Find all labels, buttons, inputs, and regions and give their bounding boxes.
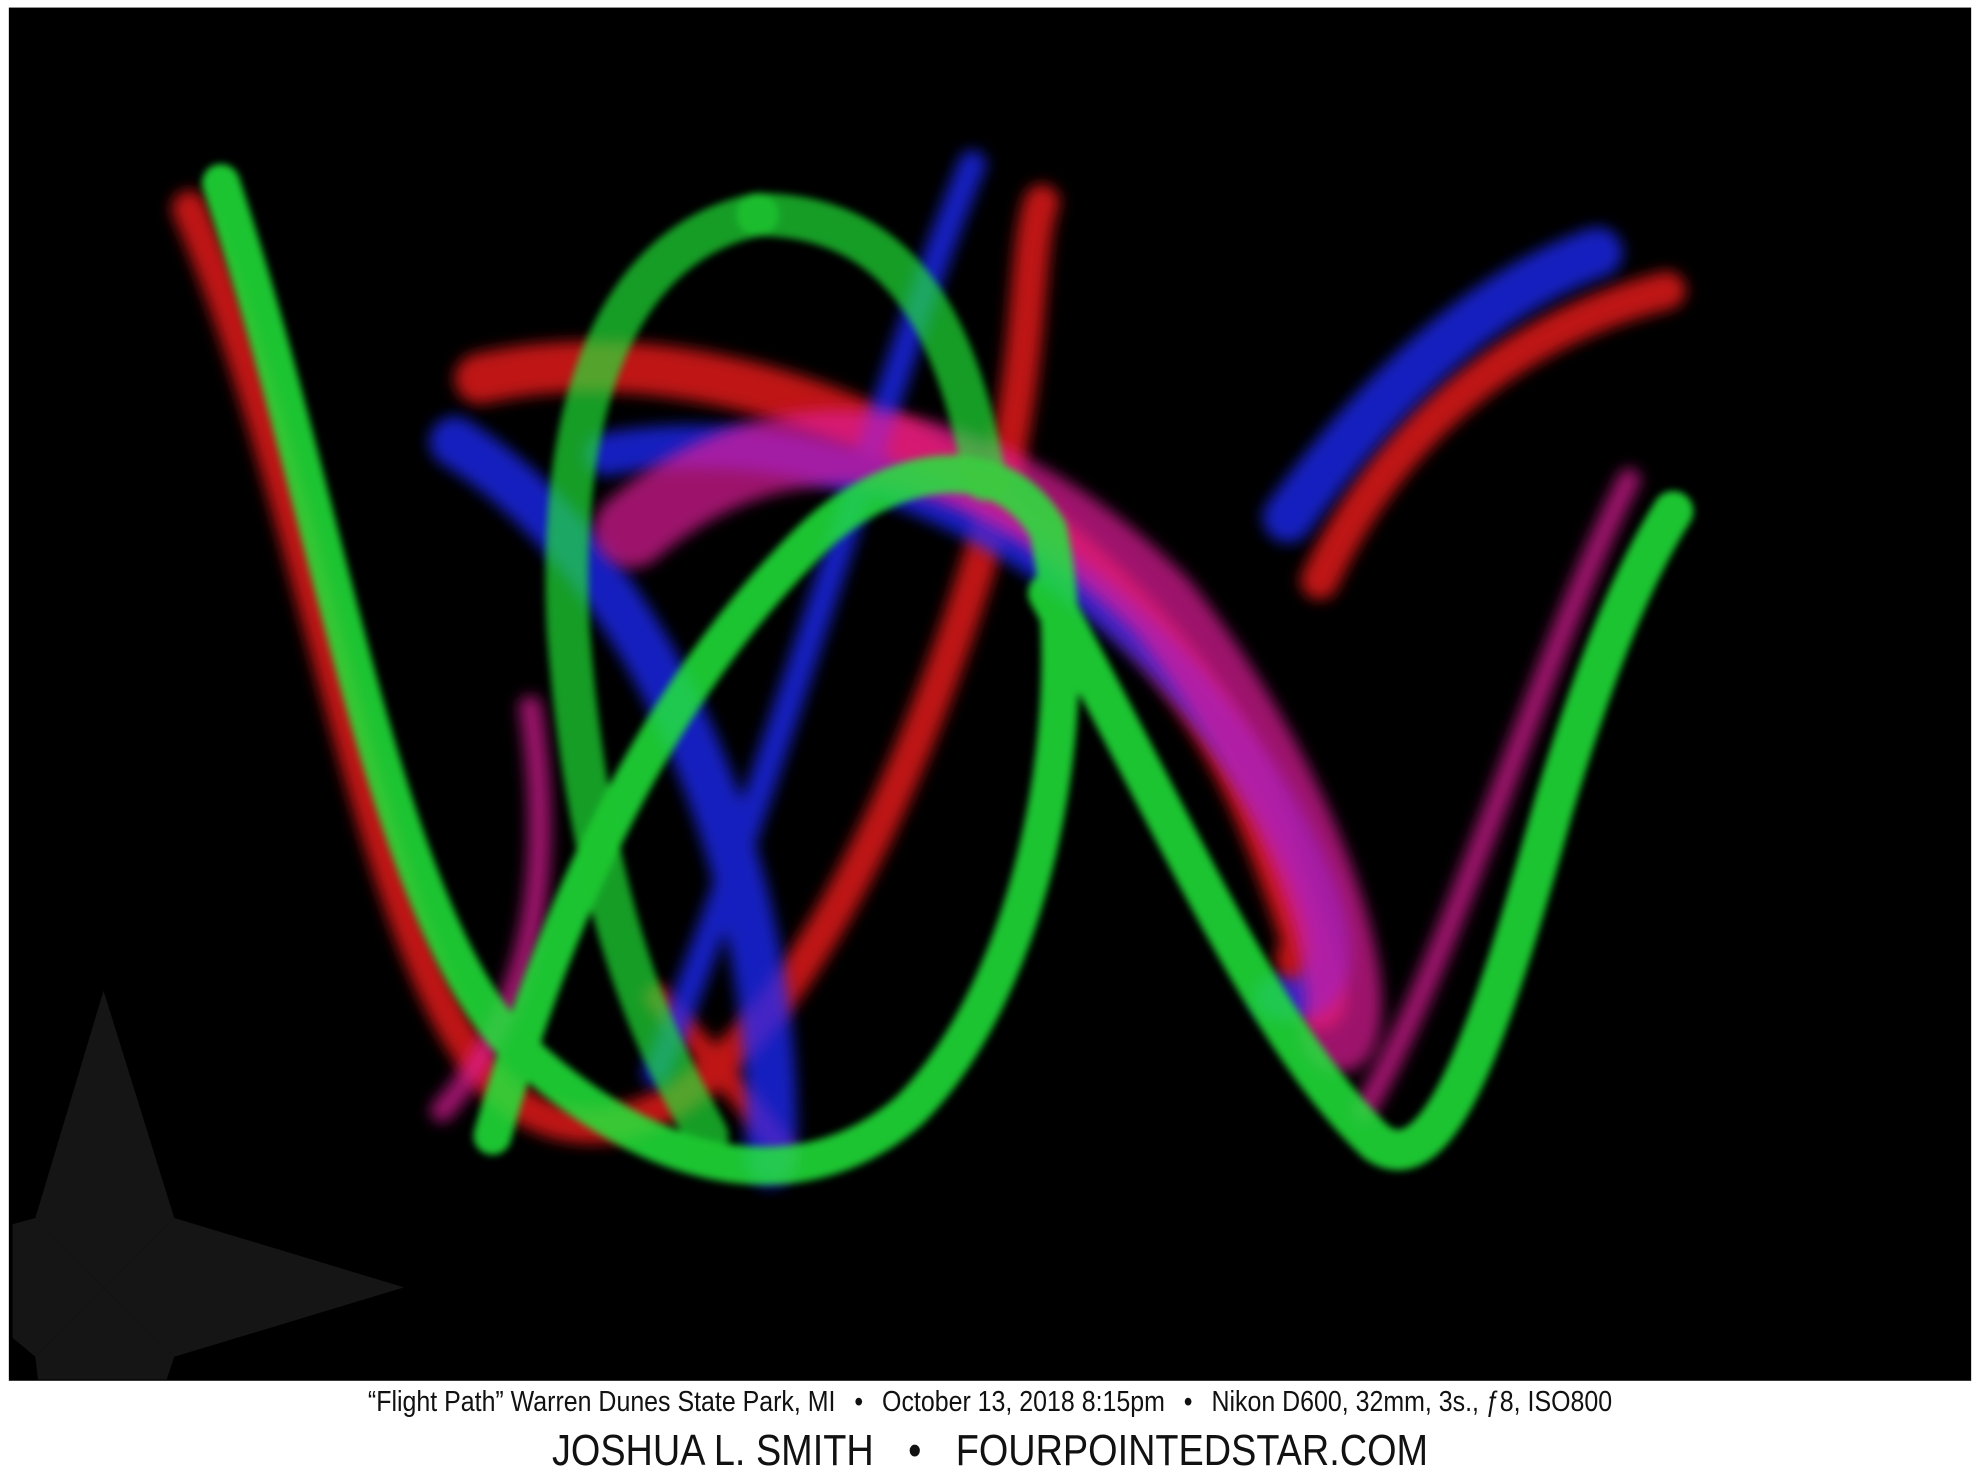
watermark-star-icon	[12, 990, 405, 1380]
photo-background	[8, 7, 1972, 1381]
separator-dot: •	[908, 1426, 922, 1475]
author-name: JOSHUA L. SMITH	[551, 1426, 874, 1475]
photo-credit: JOSHUA L. SMITH • FOURPOINTEDSTAR.COM	[139, 1426, 1842, 1476]
separator-dot: •	[854, 1386, 864, 1418]
photo-caption: “Flight Path” Warren Dunes State Park, M…	[139, 1386, 1842, 1419]
website-link[interactable]: FOURPOINTEDSTAR.COM	[955, 1426, 1429, 1475]
photo-title: “Flight Path” Warren Dunes State Park, M…	[367, 1386, 836, 1418]
camera-settings: Nikon D600, 32mm, 3s., ƒ8, ISO800	[1211, 1386, 1613, 1418]
green-trails	[202, 164, 1694, 1185]
separator-dot: •	[1183, 1386, 1193, 1418]
photo-date: October 13, 2018 8:15pm	[882, 1386, 1165, 1418]
magenta-trails	[430, 409, 1641, 1123]
